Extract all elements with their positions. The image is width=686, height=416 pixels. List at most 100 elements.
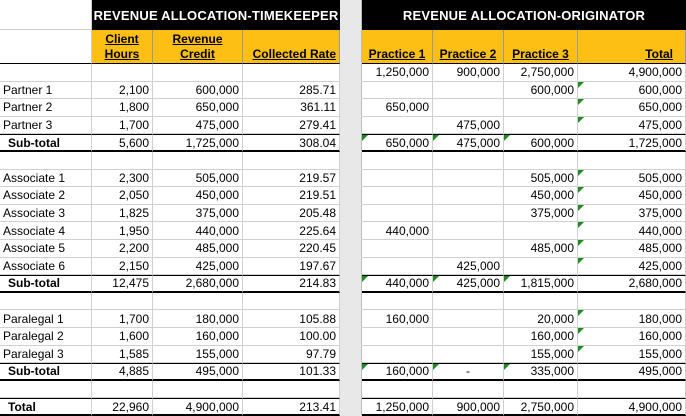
empty-cell[interactable] xyxy=(504,380,578,399)
total-header[interactable]: Total xyxy=(578,30,686,64)
associate-row-2-label[interactable]: Associate 2 xyxy=(0,187,92,205)
collected-rate-header[interactable]: Collected Rate xyxy=(243,30,340,64)
associate-row-6-rate[interactable]: 197.67 xyxy=(243,257,340,276)
associate-row-1-p2[interactable] xyxy=(433,169,504,188)
associate-row-3-p1[interactable] xyxy=(362,204,433,223)
paralegal-row-1-rate[interactable]: 105.88 xyxy=(243,310,340,328)
paralegal-row-2-p3[interactable]: 160,000 xyxy=(504,328,578,346)
associates-subtotal-row-p1[interactable]: 440,000 xyxy=(362,275,433,293)
associate-row-1-p1[interactable] xyxy=(362,169,433,188)
associate-row-4-p3[interactable] xyxy=(504,222,578,240)
partner-row-2-p2[interactable] xyxy=(433,99,504,117)
practice-3-header[interactable]: Practice 3 xyxy=(504,30,578,64)
paralegal-row-2-p2[interactable] xyxy=(433,328,504,346)
paralegal-row-3-p2[interactable] xyxy=(433,345,504,364)
partner-row-1-label[interactable]: Partner 1 xyxy=(0,81,92,100)
associate-row-4-credit[interactable]: 440,000 xyxy=(153,222,243,240)
partner-row-2-total[interactable]: 650,000 xyxy=(578,99,686,117)
partner-row-3-label[interactable]: Partner 3 xyxy=(0,116,92,135)
associate-row-5-hours[interactable]: 2,200 xyxy=(92,240,153,258)
paralegal-row-1-label[interactable]: Paralegal 1 xyxy=(0,310,92,328)
associate-row-5-rate[interactable]: 220.45 xyxy=(243,240,340,258)
empty-cell[interactable] xyxy=(0,152,92,170)
paralegal-row-1-total[interactable]: 180,000 xyxy=(578,310,686,328)
associate-row-1-label[interactable]: Associate 1 xyxy=(0,169,92,188)
partners-subtotal-row-label[interactable]: Sub-total xyxy=(0,134,92,152)
associate-row-4-p2[interactable] xyxy=(433,222,504,240)
associate-row-2-p2[interactable] xyxy=(433,187,504,205)
grand-total-row-p2[interactable]: 900,000 xyxy=(433,398,504,416)
client-hours-header[interactable]: Client Hours xyxy=(92,30,153,64)
associate-row-5-p1[interactable] xyxy=(362,240,433,258)
empty-cell[interactable] xyxy=(433,152,504,170)
partner-row-3-p2[interactable]: 475,000 xyxy=(433,116,504,135)
paralegal-row-3-credit[interactable]: 155,000 xyxy=(153,345,243,364)
associate-row-2-p1[interactable] xyxy=(362,187,433,205)
associate-row-5-p2[interactable] xyxy=(433,240,504,258)
paralegal-row-2-p1[interactable] xyxy=(362,328,433,346)
paralegal-row-3-total[interactable]: 155,000 xyxy=(578,345,686,364)
paralegal-row-1-p3[interactable]: 20,000 xyxy=(504,310,578,328)
associate-row-4-hours[interactable]: 1,950 xyxy=(92,222,153,240)
associate-row-6-credit[interactable]: 425,000 xyxy=(153,257,243,276)
partner-row-1-p3[interactable]: 600,000 xyxy=(504,81,578,100)
associates-subtotal-row-rate[interactable]: 214.83 xyxy=(243,275,340,293)
associates-subtotal-row-total[interactable]: 2,680,000 xyxy=(578,275,686,293)
paralegal-row-3-label[interactable]: Paralegal 3 xyxy=(0,345,92,364)
paralegals-subtotal-row-total[interactable]: 495,000 xyxy=(578,363,686,381)
associate-row-3-p3[interactable]: 375,000 xyxy=(504,204,578,223)
empty-cell[interactable] xyxy=(92,292,153,311)
paralegal-row-2-label[interactable]: Paralegal 2 xyxy=(0,328,92,346)
top-total-overall[interactable]: 4,900,000 xyxy=(578,64,686,82)
paralegals-subtotal-row-hours[interactable]: 4,885 xyxy=(92,363,153,381)
empty-cell[interactable] xyxy=(92,380,153,399)
partner-row-2-credit[interactable]: 650,000 xyxy=(153,99,243,117)
top-total-practice-2[interactable]: 900,000 xyxy=(433,64,504,82)
partners-subtotal-row-p1[interactable]: 650,000 xyxy=(362,134,433,152)
associate-row-2-credit[interactable]: 450,000 xyxy=(153,187,243,205)
associate-row-1-credit[interactable]: 505,000 xyxy=(153,169,243,188)
partners-subtotal-row-p2[interactable]: 475,000 xyxy=(433,134,504,152)
partners-subtotal-row-hours[interactable]: 5,600 xyxy=(92,134,153,152)
empty-cell[interactable] xyxy=(92,152,153,170)
paralegal-row-1-p1[interactable]: 160,000 xyxy=(362,310,433,328)
associate-row-3-hours[interactable]: 1,825 xyxy=(92,204,153,223)
paralegal-row-1-credit[interactable]: 180,000 xyxy=(153,310,243,328)
top-total-practice-3[interactable]: 2,750,000 xyxy=(504,64,578,82)
empty-cell[interactable] xyxy=(0,380,92,399)
paralegal-row-2-hours[interactable]: 1,600 xyxy=(92,328,153,346)
empty-cell[interactable] xyxy=(243,292,340,311)
associate-row-3-label[interactable]: Associate 3 xyxy=(0,204,92,223)
partners-subtotal-row-rate[interactable]: 308.04 xyxy=(243,134,340,152)
partners-subtotal-row-credit[interactable]: 1,725,000 xyxy=(153,134,243,152)
empty-cell[interactable] xyxy=(433,292,504,311)
empty-cell[interactable] xyxy=(0,64,92,82)
empty-cell[interactable] xyxy=(504,152,578,170)
associate-row-4-rate[interactable]: 225.64 xyxy=(243,222,340,240)
practice-1-header[interactable]: Practice 1 xyxy=(362,30,433,64)
paralegal-row-2-credit[interactable]: 160,000 xyxy=(153,328,243,346)
empty-cell[interactable] xyxy=(153,64,243,82)
associate-row-6-p3[interactable] xyxy=(504,257,578,276)
empty-cell[interactable] xyxy=(362,380,433,399)
associate-row-5-label[interactable]: Associate 5 xyxy=(0,240,92,258)
associate-row-6-label[interactable]: Associate 6 xyxy=(0,257,92,276)
associate-row-4-total[interactable]: 440,000 xyxy=(578,222,686,240)
partner-row-2-hours[interactable]: 1,800 xyxy=(92,99,153,117)
partner-row-1-p2[interactable] xyxy=(433,81,504,100)
associate-row-2-p3[interactable]: 450,000 xyxy=(504,187,578,205)
paralegal-row-1-p2[interactable] xyxy=(433,310,504,328)
paralegals-subtotal-row-label[interactable]: Sub-total xyxy=(0,363,92,381)
associate-row-2-rate[interactable]: 219.51 xyxy=(243,187,340,205)
associate-row-6-hours[interactable]: 2,150 xyxy=(92,257,153,276)
empty-cell[interactable] xyxy=(362,292,433,311)
empty-cell[interactable] xyxy=(92,64,153,82)
empty-cell[interactable] xyxy=(243,152,340,170)
associate-row-6-total[interactable]: 425,000 xyxy=(578,257,686,276)
paralegal-row-3-p1[interactable] xyxy=(362,345,433,364)
partner-row-3-rate[interactable]: 279.41 xyxy=(243,116,340,135)
associate-row-5-credit[interactable]: 485,000 xyxy=(153,240,243,258)
partner-row-1-hours[interactable]: 2,100 xyxy=(92,81,153,100)
associates-subtotal-row-p2[interactable]: 425,000 xyxy=(433,275,504,293)
associate-row-2-total[interactable]: 450,000 xyxy=(578,187,686,205)
